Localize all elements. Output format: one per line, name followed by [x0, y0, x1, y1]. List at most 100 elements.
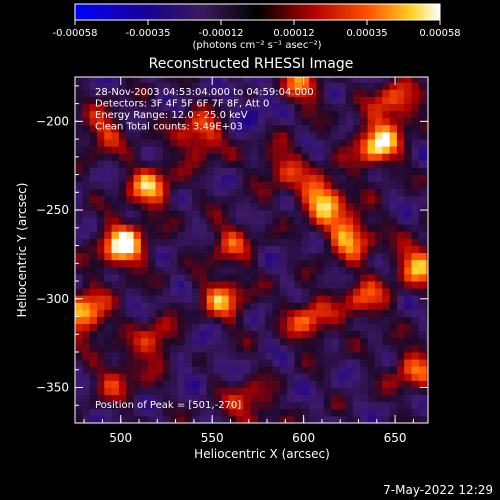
heatmap-cell [111, 89, 120, 97]
heatmap-cell [75, 273, 83, 282]
heatmap-cell [272, 139, 281, 147]
heatmap-cell [279, 195, 288, 204]
heatmap-cell [272, 373, 281, 381]
heatmap-cell [148, 316, 156, 325]
heatmap-cell [111, 224, 120, 232]
heatmap-cell [199, 401, 208, 410]
heatmap-cell [170, 273, 178, 282]
heatmap-cell [155, 181, 164, 190]
heatmap-cell [323, 373, 332, 381]
heatmap-cell [250, 330, 259, 339]
heatmap-cell [367, 231, 376, 239]
heatmap-cell [272, 89, 281, 97]
heatmap-cell [184, 117, 193, 126]
heatmap-cell [140, 337, 149, 346]
heatmap-cell [411, 330, 420, 339]
heatmap-cell [250, 77, 259, 83]
heatmap-cell [309, 266, 317, 275]
heatmap-cell [104, 231, 112, 239]
heatmap-cell [404, 195, 412, 204]
heatmap-cell [301, 252, 310, 261]
heatmap-cell [89, 408, 98, 417]
heatmap-cell [133, 210, 142, 218]
heatmap-cell [133, 174, 142, 183]
heatmap-cell [294, 202, 303, 211]
heatmap-cell [184, 344, 193, 353]
heatmap-cell [235, 316, 244, 325]
heatmap-cell [426, 224, 428, 232]
heatmap-cell [155, 202, 164, 211]
heatmap-cell [184, 139, 193, 147]
heatmap-cell [353, 77, 361, 83]
heatmap-cell [360, 210, 369, 218]
heatmap-cell [287, 188, 295, 197]
heatmap-cell [104, 330, 112, 339]
heatmap-cell [367, 281, 376, 289]
heatmap-cell [257, 103, 266, 112]
heatmap-cell [418, 217, 427, 225]
heatmap-cell [331, 394, 339, 403]
heatmap-cell [82, 153, 91, 161]
heatmap-cell [206, 288, 215, 296]
heatmap-cell [126, 408, 134, 417]
heatmap-cell [235, 408, 244, 417]
heatmap-cell [257, 188, 266, 197]
heatmap-cell [353, 366, 361, 374]
heatmap-cell [104, 117, 112, 126]
heatmap-cell [257, 344, 266, 353]
heatmap-cell [294, 96, 303, 105]
heatmap-cell [199, 217, 208, 225]
heatmap-cell [265, 259, 273, 268]
heatmap-cell [345, 316, 354, 325]
heatmap-cell [235, 394, 244, 403]
heatmap-cell [353, 408, 361, 417]
heatmap-cell [192, 181, 200, 190]
heatmap-cell [235, 380, 244, 388]
heatmap-cell [140, 245, 149, 254]
heatmap-cell [184, 160, 193, 168]
heatmap-cell [338, 373, 347, 381]
heatmap-cell [206, 217, 215, 225]
heatmap-cell [360, 380, 369, 388]
heatmap-cell [301, 366, 310, 374]
heatmap-cell [184, 153, 193, 161]
heatmap-cell [126, 330, 134, 339]
heatmap-cell [279, 224, 288, 232]
heatmap-cell [389, 366, 398, 374]
heatmap-cell [177, 181, 186, 190]
heatmap-cell [257, 415, 266, 423]
heatmap-cell [426, 401, 428, 410]
heatmap-cell [243, 231, 251, 239]
heatmap-cell [331, 266, 339, 275]
heatmap-cell [338, 210, 347, 218]
heatmap-cell [418, 401, 427, 410]
heatmap-cell [170, 245, 178, 254]
heatmap-cell [272, 96, 281, 105]
heatmap-cell [126, 373, 134, 381]
heatmap-cell [396, 259, 405, 268]
heatmap-cell [184, 288, 193, 296]
heatmap-cell [192, 245, 200, 254]
heatmap-cell [287, 132, 295, 140]
heatmap-cell [265, 309, 273, 317]
heatmap-cell [126, 309, 134, 317]
heatmap-cell [133, 273, 142, 282]
heatmap-cell [331, 401, 339, 410]
heatmap-cell [111, 373, 120, 381]
heatmap-cell [214, 124, 222, 133]
heatmap-cell [367, 295, 376, 303]
heatmap-cell [118, 160, 127, 168]
heatmap-cell [323, 132, 332, 140]
colorbar-tick-label: 0.00012 [273, 28, 314, 39]
heatmap-cell [235, 77, 244, 83]
heatmap-cell [228, 408, 237, 417]
heatmap-cell [111, 295, 120, 303]
heatmap-cell [338, 352, 347, 360]
heatmap-cell [338, 188, 347, 197]
heatmap-cell [214, 295, 222, 303]
heatmap-cell [389, 401, 398, 410]
heatmap-cell [89, 415, 98, 423]
heatmap-cell [338, 238, 347, 246]
heatmap-cell [294, 89, 303, 97]
heatmap-cell [111, 344, 120, 353]
